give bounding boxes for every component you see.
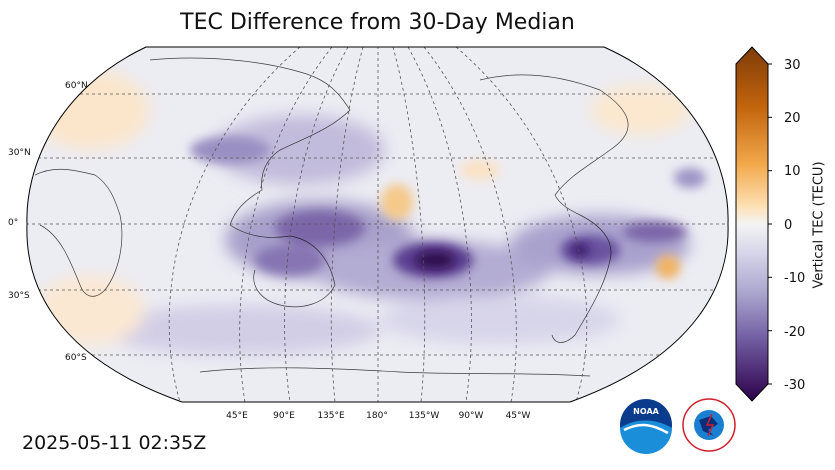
tec-anomaly-field [30,57,706,377]
colorbar-tick-0: 0 [784,218,792,233]
colorbar: 30 20 10 0 -10 -20 -30 [735,46,805,402]
lat-label-eq: 0° [8,218,18,228]
lon-label-45w: 45°W [506,411,531,421]
lon-label-135e: 135°E [317,411,345,421]
noaa-logo: NOAA [620,399,672,454]
lat-label-30n: 30°N [8,148,31,158]
colorbar-tick-30: 30 [784,58,801,73]
lon-label-90e: 90°E [273,411,295,421]
colorbar-tick-neg20: -20 [784,325,805,340]
coastlines [34,57,629,377]
colorbar-label: Vertical TEC (TECU) [811,161,827,289]
lon-label-90w: 90°W [459,411,484,421]
latitude-labels: 60°N 30°N 0° 30°S 60°S [8,81,88,363]
anomaly-min-core [415,251,455,269]
globe [26,46,729,403]
colorbar-tick-neg30: -30 [784,378,805,393]
lat-label-60s: 60°S [65,353,87,363]
lat-label-30s: 30°S [8,291,30,301]
colorbar-body [735,46,769,402]
globe-outline [26,46,729,403]
longitude-labels: 45°E 90°E 135°E 180° 135°W 90°W 45°W [226,411,530,421]
colorbar-tick-10: 10 [784,164,801,179]
map-title: TEC Difference from 30-Day Median [180,10,575,35]
graticule [26,47,729,402]
lon-label-45e: 45°E [226,411,248,421]
colorbar-tick-neg10: -10 [784,271,805,286]
lat-label-60n: 60°N [65,81,88,91]
noaa-logo-text: NOAA [633,407,659,416]
colorbar-tick-20: 20 [784,111,801,126]
timestamp: 2025-05-11 02:35Z [22,432,207,454]
lon-label-180: 180° [366,411,388,421]
nws-logo [682,398,736,452]
lon-label-135w: 135°W [409,411,440,421]
